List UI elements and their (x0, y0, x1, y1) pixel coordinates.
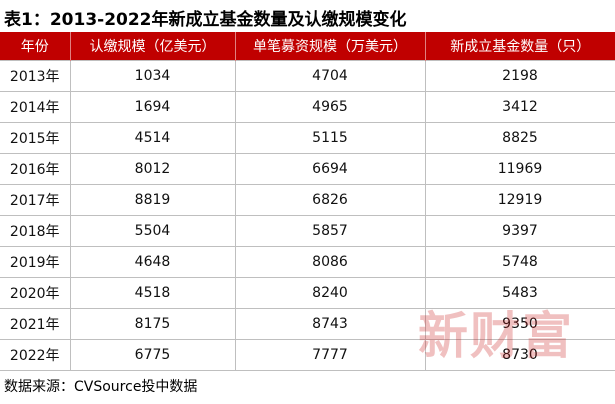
value-cell: 5483 (424, 277, 615, 309)
value-cell: 3412 (424, 91, 615, 123)
column-header: 新成立基金数量（只） (424, 32, 615, 61)
year-cell: 2022年 (0, 339, 71, 371)
year-cell: 2021年 (0, 308, 71, 340)
value-cell: 11969 (424, 153, 615, 185)
table-row: 2019年 4648 8086 5748 (0, 246, 615, 278)
value-cell: 4648 (69, 246, 236, 278)
year-cell: 2019年 (0, 246, 71, 278)
value-cell: 8240 (234, 277, 426, 309)
table-row: 2015年 4514 5115 8825 (0, 122, 615, 154)
value-cell: 8012 (69, 153, 236, 185)
value-cell: 6775 (69, 339, 236, 371)
value-cell: 4965 (234, 91, 426, 123)
data-table: 年份 认缴规模（亿美元） 单笔募资规模（万美元） 新成立基金数量（只） 2013年 10… (0, 32, 615, 371)
table-row: 2017年 8819 6826 12919 (0, 184, 615, 216)
table-row: 2018年 5504 5857 9397 (0, 215, 615, 247)
table-row: 2016年 8012 6694 11969 (0, 153, 615, 185)
column-header: 单笔募资规模（万美元） (234, 32, 425, 61)
value-cell: 8819 (69, 184, 236, 216)
year-cell: 2017年 (0, 184, 71, 216)
table-row: 2020年 4518 8240 5483 (0, 277, 615, 309)
value-cell: 5857 (234, 215, 426, 247)
value-cell: 8743 (234, 308, 426, 340)
year-cell: 2014年 (0, 91, 71, 123)
column-header: 年份 (0, 32, 70, 61)
year-cell: 2018年 (0, 215, 71, 247)
value-cell: 9350 (424, 308, 615, 340)
table-row: 2014年 1694 4965 3412 (0, 91, 615, 123)
value-cell: 5115 (234, 122, 426, 154)
value-cell: 4518 (69, 277, 236, 309)
source-note: 数据来源：CVSource投中数据 (4, 379, 198, 395)
watermark: 新财富 (418, 306, 574, 365)
table-row: 2022年 6775 7777 8730 (0, 339, 615, 371)
value-cell: 12919 (424, 184, 615, 216)
value-cell: 2198 (424, 60, 615, 92)
table-title: 表1：2013-2022年新成立基金数量及认缴规模变化 (4, 10, 407, 30)
value-cell: 1034 (69, 60, 236, 92)
table-body: 2013年 1034 4704 2198 2014年 1694 4965 3412 2015年 4… (0, 60, 615, 371)
value-cell: 5504 (69, 215, 236, 247)
value-cell: 5748 (424, 246, 615, 278)
value-cell: 8825 (424, 122, 615, 154)
year-cell: 2020年 (0, 277, 71, 309)
value-cell: 8175 (69, 308, 236, 340)
value-cell: 4514 (69, 122, 236, 154)
value-cell: 6826 (234, 184, 426, 216)
year-cell: 2016年 (0, 153, 71, 185)
value-cell: 9397 (424, 215, 615, 247)
value-cell: 8086 (234, 246, 426, 278)
year-cell: 2015年 (0, 122, 71, 154)
year-cell: 2013年 (0, 60, 71, 92)
header-row: 年份 认缴规模（亿美元） 单笔募资规模（万美元） 新成立基金数量（只） (0, 32, 615, 61)
value-cell: 1694 (69, 91, 236, 123)
value-cell: 7777 (234, 339, 426, 371)
table-row: 2013年 1034 4704 2198 (0, 60, 615, 92)
column-header: 认缴规模（亿美元） (69, 32, 235, 61)
value-cell: 4704 (234, 60, 426, 92)
value-cell: 6694 (234, 153, 426, 185)
